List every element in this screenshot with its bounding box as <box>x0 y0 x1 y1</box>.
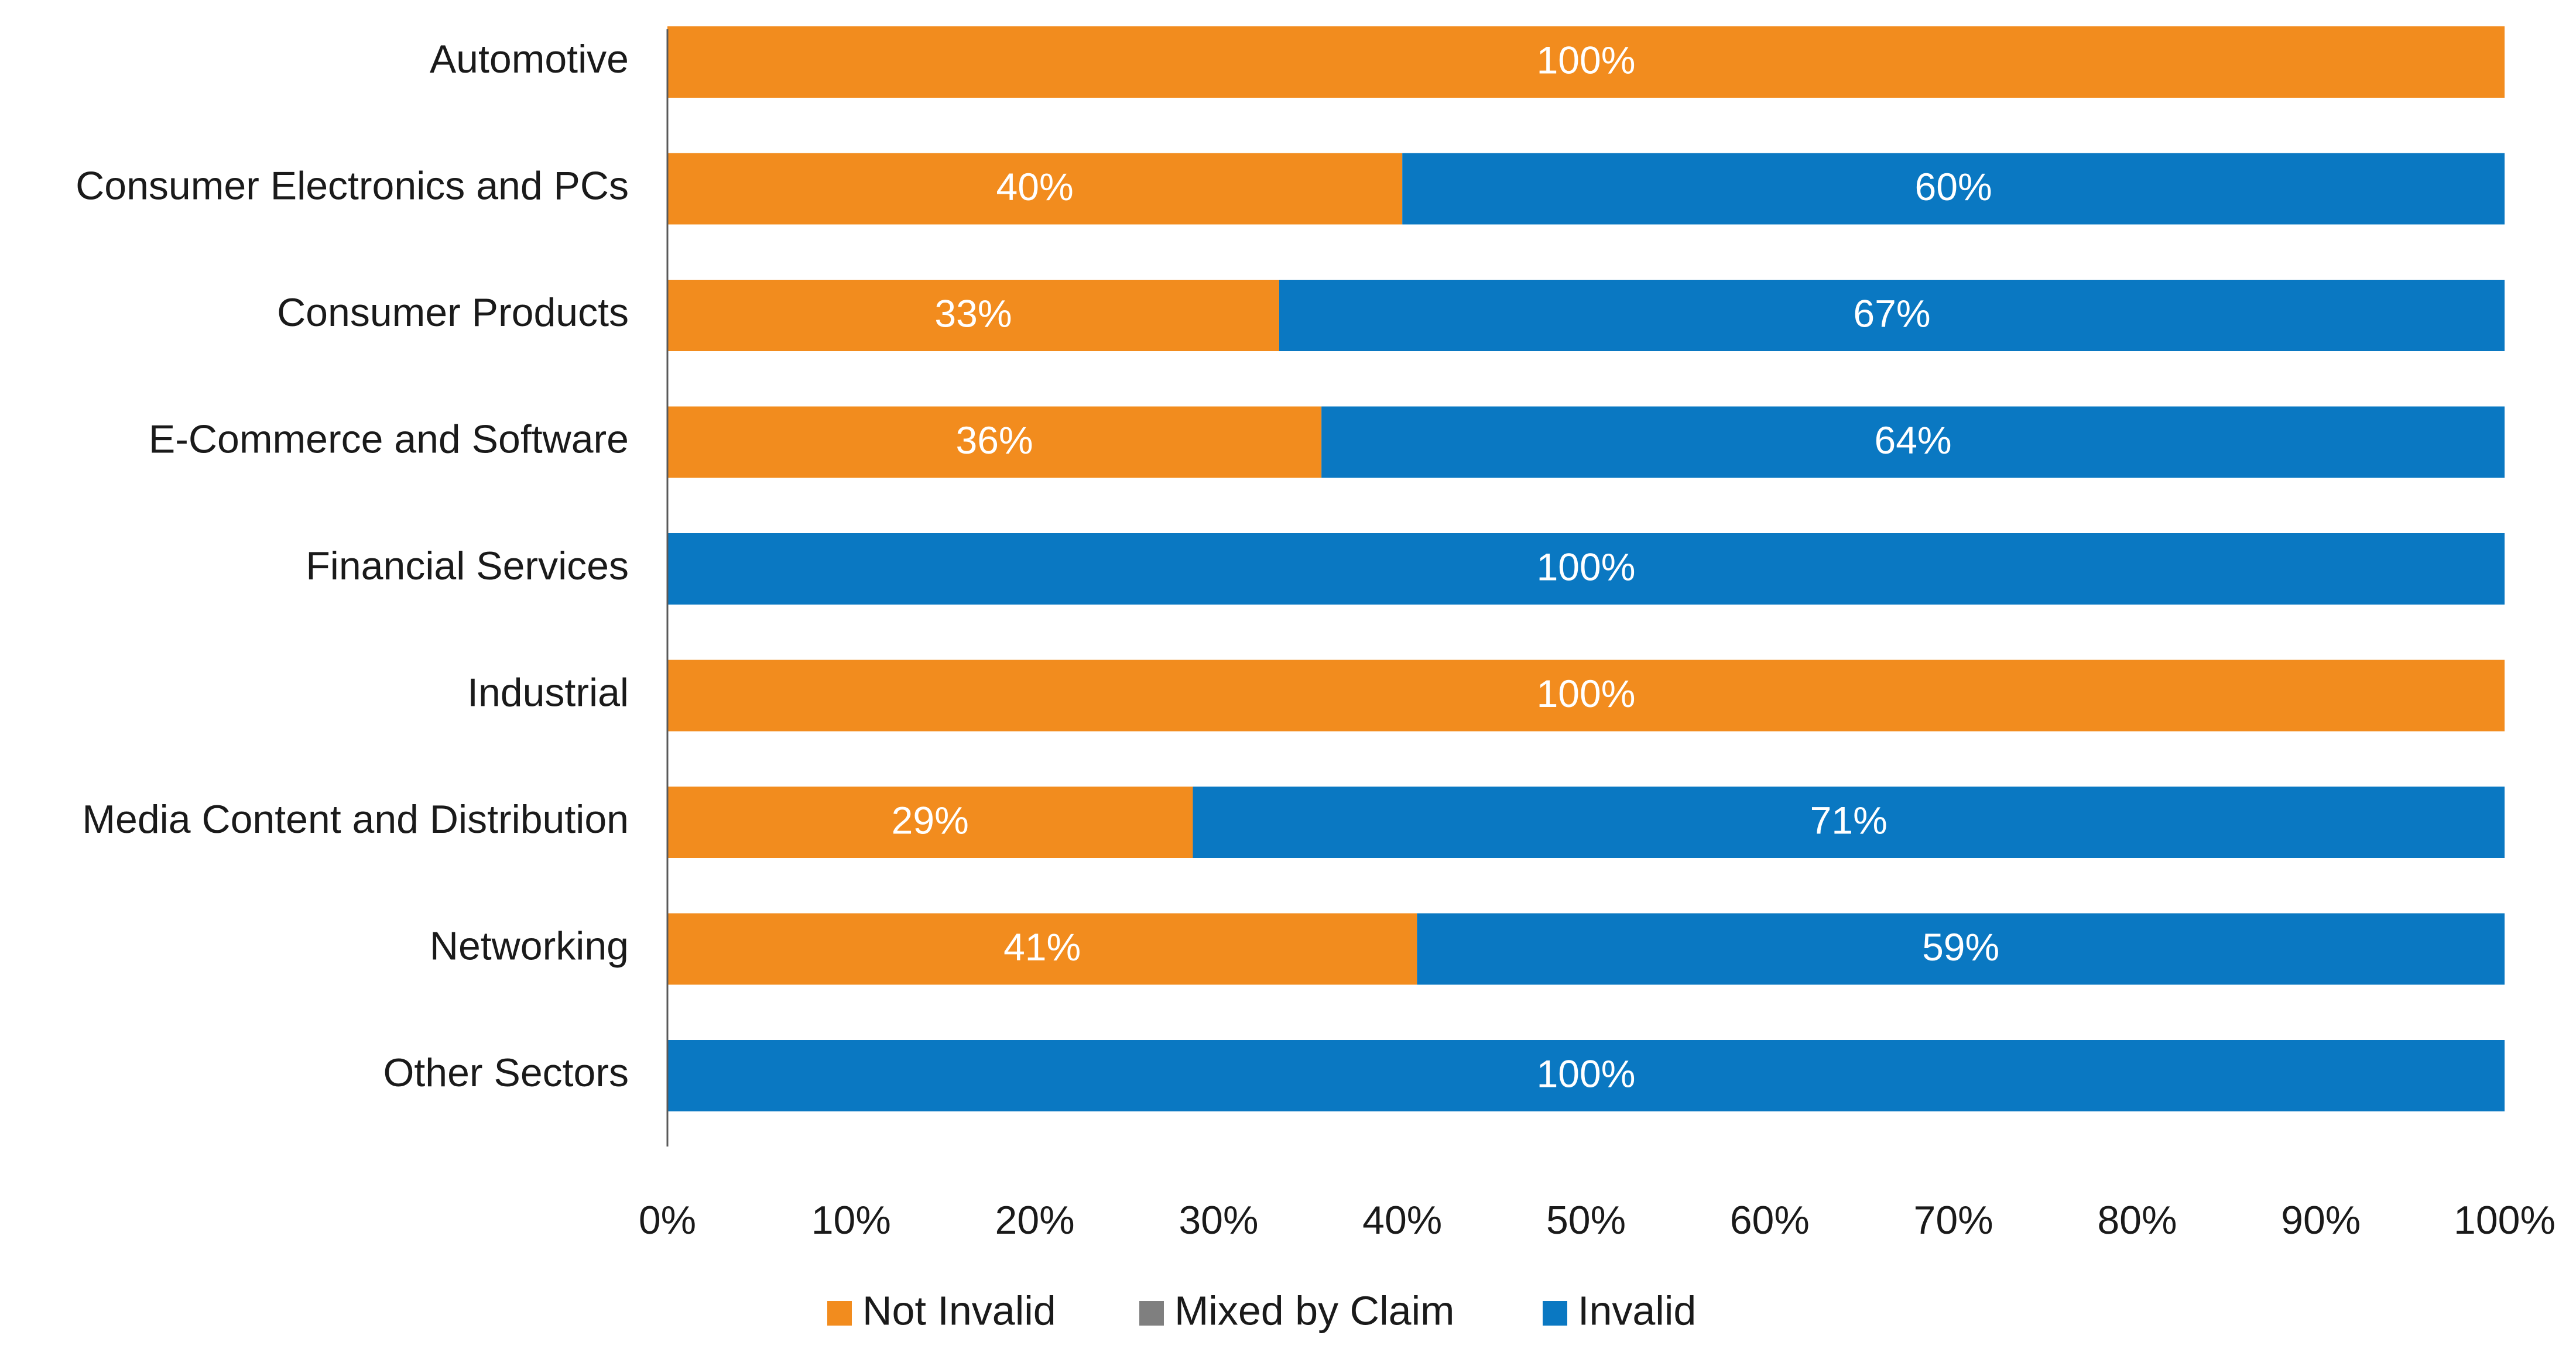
data-label-not-invalid-networking: 41% <box>1003 925 1081 969</box>
x-tick-label: 0% <box>639 1198 696 1242</box>
data-label-not-invalid-automotive: 100% <box>1537 38 1636 81</box>
category-label-networking: Networking <box>430 924 629 968</box>
x-tick-label: 50% <box>1546 1198 1626 1242</box>
legend-swatch-invalid <box>1543 1301 1567 1326</box>
category-label-consumer-electronics-and-pcs: Consumer Electronics and PCs <box>76 163 629 208</box>
data-label-not-invalid-consumer-products: 33% <box>934 291 1012 335</box>
data-label-invalid-media-content-and-distribution: 71% <box>1810 798 1888 842</box>
legend-label-mixed-by-claim: Mixed by Claim <box>1174 1288 1454 1333</box>
data-label-invalid-consumer-products: 67% <box>1853 291 1930 335</box>
category-label-other-sectors: Other Sectors <box>383 1051 629 1095</box>
x-tick-label: 20% <box>995 1198 1075 1242</box>
data-label-invalid-networking: 59% <box>1922 925 1999 969</box>
category-label-automotive: Automotive <box>430 37 629 81</box>
data-label-not-invalid-e-commerce-and-software: 36% <box>956 418 1033 462</box>
data-label-not-invalid-industrial: 100% <box>1537 672 1636 715</box>
legend: Not Invalid Mixed by Claim Invalid <box>827 1288 1696 1333</box>
data-label-invalid-financial-services: 100% <box>1537 545 1636 588</box>
data-label-invalid-other-sectors: 100% <box>1537 1052 1636 1095</box>
legend-label-not-invalid: Not Invalid <box>862 1288 1056 1333</box>
category-label-media-content-and-distribution: Media Content and Distribution <box>82 797 629 842</box>
x-tick-label: 10% <box>811 1198 891 1242</box>
data-label-not-invalid-media-content-and-distribution: 29% <box>892 798 969 842</box>
data-label-invalid-consumer-electronics-and-pcs: 60% <box>1915 165 1992 208</box>
x-tick-label: 80% <box>2097 1198 2177 1242</box>
x-tick-label: 70% <box>1914 1198 1993 1242</box>
x-tick-label: 90% <box>2281 1198 2361 1242</box>
x-tick-label: 30% <box>1179 1198 1258 1242</box>
x-tick-labels-group: 0% 10% 20% 30% 40% 50% 60% 70% 80% 90% 100% <box>639 1198 2556 1242</box>
x-tick-label: 100% <box>2454 1198 2556 1242</box>
category-labels-group: Automotive Consumer Electronics and PCs Co… <box>76 37 629 1095</box>
legend-swatch-mixed-by-claim <box>1139 1301 1164 1326</box>
category-label-consumer-products: Consumer Products <box>277 290 629 335</box>
category-label-e-commerce-and-software: E-Commerce and Software <box>149 417 629 461</box>
x-tick-label: 60% <box>1730 1198 1810 1242</box>
x-tick-label: 40% <box>1362 1198 1442 1242</box>
category-label-industrial: Industrial <box>467 670 629 715</box>
legend-swatch-not-invalid <box>827 1301 852 1326</box>
data-label-invalid-e-commerce-and-software: 64% <box>1875 418 1952 462</box>
data-label-not-invalid-consumer-electronics-and-pcs: 40% <box>996 165 1074 208</box>
legend-label-invalid: Invalid <box>1578 1288 1696 1333</box>
category-label-financial-services: Financial Services <box>306 544 629 588</box>
